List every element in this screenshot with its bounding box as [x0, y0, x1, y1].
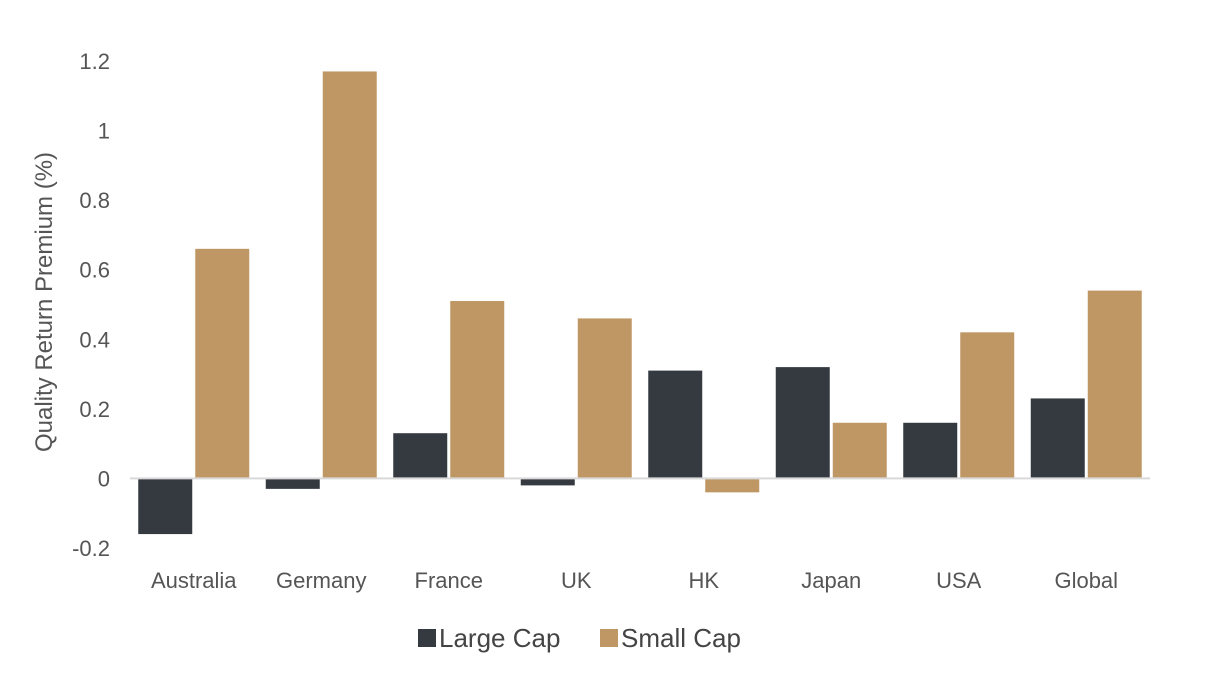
y-tick-label: 1.2 [79, 49, 110, 74]
bar-small-cap-usa [960, 332, 1015, 479]
bar-large-cap-uk [520, 478, 575, 486]
legend-swatch-large-cap [418, 629, 436, 647]
y-tick-label: 0.8 [79, 188, 110, 213]
y-axis-title: Quality Return Premium (%) [31, 152, 58, 452]
bars [138, 71, 1142, 535]
bar-small-cap-germany [322, 71, 377, 479]
x-category-label: Japan [801, 568, 861, 593]
bar-small-cap-japan [832, 422, 887, 479]
legend-label: Large Cap [439, 623, 560, 653]
x-category-label: Global [1054, 568, 1118, 593]
x-category-label: Germany [276, 568, 366, 593]
bar-large-cap-usa [903, 422, 958, 479]
bar-large-cap-germany [265, 478, 320, 489]
bar-small-cap-france [450, 301, 505, 479]
y-tick-label: -0.2 [72, 536, 110, 561]
x-category-label: HK [688, 568, 719, 593]
legend-label: Small Cap [621, 623, 741, 653]
x-category-label: Australia [151, 568, 237, 593]
bar-large-cap-japan [775, 367, 830, 479]
y-tick-label: 0.6 [79, 258, 110, 283]
bar-small-cap-hk [705, 478, 760, 493]
bar-large-cap-france [393, 433, 448, 479]
legend-swatch-small-cap [600, 629, 618, 647]
y-tick-label: 0.4 [79, 327, 110, 352]
bar-large-cap-global [1030, 398, 1085, 479]
x-axis-labels: Australia Germany France UK HK Japan USA Global [151, 568, 1118, 593]
y-tick-label: 0.2 [79, 397, 110, 422]
y-axis-ticks: -0.2 0 0.2 0.4 0.6 0.8 1 1.2 [72, 49, 110, 561]
bar-large-cap-australia [138, 478, 193, 535]
x-category-label: UK [561, 568, 592, 593]
bar-small-cap-global [1087, 290, 1142, 479]
x-category-label: USA [936, 568, 982, 593]
bar-large-cap-hk [648, 370, 703, 479]
legend: Large Cap Small Cap [418, 623, 741, 653]
x-category-label: France [415, 568, 483, 593]
bar-small-cap-australia [195, 248, 250, 479]
y-tick-label: 0 [98, 466, 110, 491]
bar-small-cap-uk [577, 318, 632, 479]
y-tick-label: 1 [98, 119, 110, 144]
